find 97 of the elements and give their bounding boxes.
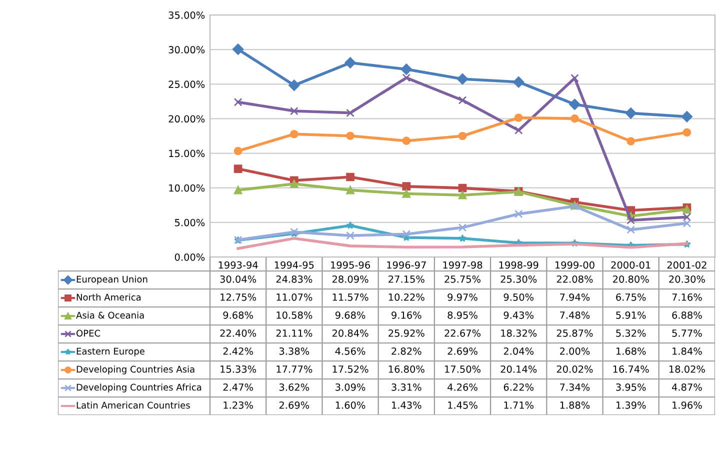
x-tick-label: 1999-00: [555, 261, 594, 269]
data-label: 18.32%: [501, 329, 537, 337]
data-label: 9.50%: [504, 293, 534, 301]
data-label: 5.32%: [616, 329, 646, 337]
data-label: 2.42%: [223, 347, 253, 355]
data-label: 1.96%: [672, 401, 702, 409]
data-label: 3.38%: [279, 347, 310, 355]
data-label: 5.91%: [616, 311, 646, 319]
data-label: 20.80%: [613, 275, 649, 283]
data-label: 22.08%: [556, 275, 593, 283]
legend-label: Developing Countries Africa: [76, 384, 202, 392]
data-label: 9.16%: [392, 311, 422, 319]
data-label: 3.95%: [616, 383, 646, 391]
x-tick-label: 1996-97: [387, 261, 426, 269]
y-tick-label: 25.00%: [168, 80, 205, 88]
data-label: 1.23%: [224, 401, 253, 409]
data-label: 25.30%: [500, 275, 537, 283]
data-label: 22.67%: [444, 329, 480, 337]
data-label: 7.16%: [672, 293, 702, 301]
data-label: 1.39%: [616, 401, 646, 409]
data-label: 2.04%: [504, 347, 534, 355]
legend-label: Eastern Europe: [76, 348, 144, 356]
data-label: 6.75%: [616, 293, 646, 301]
data-label: 4.87%: [672, 383, 702, 391]
y-tick-label: 35.00%: [168, 11, 205, 19]
data-label: 10.58%: [276, 311, 312, 319]
y-tick-label: 10.00%: [169, 184, 205, 192]
data-label: 17.52%: [332, 365, 368, 373]
data-label: 28.09%: [332, 275, 368, 283]
legend-label: OPEC: [76, 330, 100, 337]
data-label: 15.33%: [220, 365, 256, 373]
data-label: 6.22%: [504, 383, 534, 391]
y-tick-label: 15.00%: [169, 150, 205, 158]
data-label: 3.09%: [336, 383, 366, 391]
data-label: 21.11%: [276, 329, 312, 337]
data-label: 20.02%: [556, 365, 593, 373]
data-label: 5.77%: [672, 329, 702, 337]
x-tick-label: 1993-94: [218, 261, 258, 269]
legend-label: European Union: [76, 276, 148, 284]
data-label: 1.68%: [616, 347, 646, 355]
data-label: 17.50%: [445, 365, 480, 373]
data-label: 20.84%: [332, 329, 368, 337]
data-label: 2.00%: [560, 347, 590, 355]
data-label: 7.48%: [560, 311, 590, 319]
x-tick-label: 1995-96: [331, 261, 370, 269]
data-label: 3.62%: [279, 383, 310, 391]
legend-label: Latin American Countries: [76, 402, 190, 409]
data-label: 9.68%: [335, 311, 366, 319]
data-label: 20.14%: [500, 365, 537, 373]
x-tick-label: 1998-99: [499, 261, 538, 269]
data-label: 1.88%: [560, 401, 590, 409]
data-label: 25.75%: [444, 275, 480, 283]
data-label: 3.31%: [392, 383, 422, 391]
data-label: 9.97%: [448, 293, 478, 301]
data-label: 16.80%: [388, 365, 424, 373]
data-label: 12.75%: [220, 293, 256, 301]
data-label: 16.74%: [613, 365, 649, 373]
data-label: 2.69%: [279, 401, 310, 409]
data-label: 4.56%: [335, 347, 366, 355]
data-label: 6.88%: [672, 311, 702, 319]
data-label: 1.60%: [336, 401, 366, 409]
data-label: 1.43%: [392, 401, 422, 409]
data-label: 7.34%: [560, 383, 590, 391]
data-label: 9.43%: [504, 311, 534, 319]
data-label: 11.07%: [276, 293, 312, 301]
data-label: 30.04%: [220, 275, 256, 283]
y-tick-label: 20.00%: [168, 115, 205, 123]
data-label: 25.92%: [388, 329, 424, 337]
data-label: 2.69%: [448, 347, 478, 355]
data-label: 1.45%: [448, 401, 478, 409]
data-label: 18.02%: [669, 365, 705, 373]
x-tick-label: 1994-95: [274, 261, 314, 269]
legend-label: Asia & Oceania: [76, 312, 144, 319]
x-tick-label: 2001-02: [667, 261, 706, 269]
data-label: 1.84%: [672, 347, 702, 355]
legend-label: North America: [76, 294, 141, 301]
y-tick-label: 0.00%: [174, 253, 205, 261]
data-label: 24.83%: [276, 275, 312, 283]
data-label: 8.95%: [448, 311, 478, 319]
data-label: 22.40%: [220, 329, 256, 337]
data-label: 2.82%: [392, 347, 422, 355]
y-tick-label: 30.00%: [168, 46, 205, 54]
data-label: 27.15%: [388, 275, 424, 283]
x-tick-label: 2000-01: [611, 261, 650, 269]
data-label: 11.57%: [332, 293, 368, 301]
data-label: 17.77%: [276, 365, 312, 373]
data-label: 4.26%: [448, 383, 478, 391]
data-label: 7.94%: [560, 293, 590, 301]
data-label: 20.30%: [669, 275, 705, 283]
data-label: 10.22%: [388, 293, 424, 301]
data-label: 25.87%: [556, 329, 593, 337]
x-tick-label: 1997-98: [443, 261, 482, 269]
legend-label: Developing Countries Asia: [76, 366, 194, 374]
data-label: 2.47%: [223, 383, 253, 391]
y-tick-label: 5.00%: [175, 218, 205, 226]
data-label: 9.68%: [223, 311, 253, 319]
data-label: 1.71%: [504, 401, 534, 409]
